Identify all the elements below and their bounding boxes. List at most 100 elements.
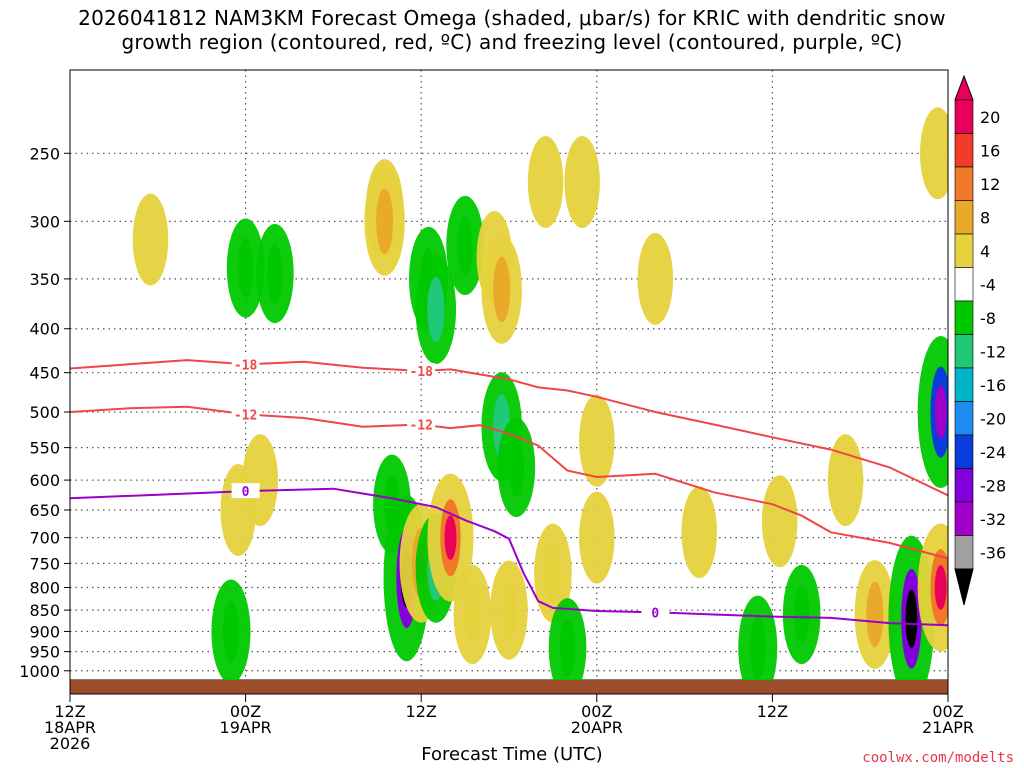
colorbar-swatch [954,99,974,134]
credit-text: coolwx.com/modelts [862,750,1014,766]
omega-cell [564,136,600,229]
colorbar-swatch [954,468,974,503]
y-tick-label: 900 [29,622,60,641]
colorbar-label: -16 [980,376,1006,395]
contour-label-bg [231,483,260,499]
colorbar-label: 16 [980,141,1000,160]
omega-cell-core [508,437,524,498]
contour-label: -18 [409,365,433,380]
x-tick-label: 00Z [230,702,261,721]
colorbar-label: -8 [980,309,996,328]
omega-cell [681,486,717,579]
colorbar-label: -4 [980,275,996,294]
colorbar-swatch [954,334,974,369]
y-tick-label: 300 [29,212,60,231]
omega-cell [920,107,948,200]
x-tick-label: 00Z [932,702,963,721]
colorbar-swatch [954,501,974,536]
omega-cell [579,394,615,487]
omega-cell [132,193,169,286]
y-tick-label: 250 [29,144,60,163]
y-tick-label: 450 [29,364,60,383]
colorbar-swatch [954,267,974,302]
x-tick-label: 00Z [581,702,612,721]
colorbar-swatch [954,367,974,402]
contour-label: 0 [242,485,250,500]
y-tick-label: 350 [29,270,60,289]
contour-label-bg [231,356,260,372]
omega-cell-peak [444,515,457,561]
x-tick-label: 12Z [406,702,437,721]
contour-label-bg [407,363,436,379]
x-tick-label: 20APR [571,718,623,737]
contour-label: -18 [234,358,258,373]
omega-cell [527,136,564,229]
omega-cell-peak [905,589,918,648]
ground-terrain [70,680,948,694]
x-tick-label: 18APR [44,718,96,737]
y-tick-label: 1000 [19,662,60,681]
chart-title-line-1: 2026041812 NAM3KM Forecast Omega (shaded… [78,6,946,30]
contour-line [70,487,948,627]
omega-cell-core [749,616,766,679]
colorbar: 20 16 12 8 4 -4 -8 -12 -16 -20 -24 -28 -32 -36 [954,74,1006,606]
x-tick-label: 19APR [220,718,272,737]
y-tick-label: 500 [29,403,60,422]
omega-cell [827,434,864,527]
colorbar-label: -28 [980,476,1006,495]
y-tick-label: 600 [29,471,60,490]
chart-title-line-2: growth region (contoured, red, ºC) and f… [121,30,903,54]
y-tick-label: 550 [29,439,60,458]
colorbar-label: -12 [980,342,1006,361]
colorbar-swatch [954,535,974,570]
omega-cell-core [376,188,394,254]
colorbar-label: -32 [980,510,1006,529]
y-axis: 250 300 350 400 450 500 550 600 650 700 750 800 850 9… [19,144,70,681]
omega-cell-core [501,580,517,640]
contour-label: -12 [409,419,432,434]
colorbar-label: 20 [980,108,1000,127]
colorbar-label: -20 [980,409,1006,428]
omega-cell-core [457,215,473,276]
x-tick-label: 2026 [50,734,91,753]
omega-cell-core [545,543,561,603]
omega-cell-peak [934,385,947,439]
colorbar-label: 8 [980,208,990,227]
omega-cell-core [464,584,481,645]
contour-label-bg [641,604,670,620]
colorbar-swatch [954,166,974,201]
colorbar-swatch [954,233,974,268]
plot-frame [69,69,949,695]
colorbar-label: -24 [980,443,1006,462]
chart-title: 2026041812 NAM3KM Forecast Omega (shaded… [0,6,1024,54]
x-axis-title: Forecast Time (UTC) [421,744,603,765]
colorbar-swatch [954,300,974,335]
omega-cell-core [222,600,240,663]
colorbar-label: 12 [980,175,1000,194]
colorbar-swatch [954,200,974,235]
contours: -18 -18 -12 -12 0 0 [70,356,948,627]
y-tick-label: 400 [29,320,60,339]
y-tick-label: 950 [29,643,60,662]
omega-cell-core [866,581,884,648]
omega-cell-core [267,243,283,304]
y-tick-label: 800 [29,578,60,597]
omega-cell [579,491,615,584]
colorbar-swatch [954,133,974,168]
x-tick-label: 12Z [54,702,85,721]
colorbar-swatch [954,401,974,436]
omega-cell-core [237,238,254,298]
x-tick-label: 12Z [757,702,788,721]
colorbar-cap-bottom [954,568,974,606]
omega-cell-core [559,617,576,678]
omega-cell [761,475,798,568]
colorbar-label: -36 [980,543,1006,562]
y-tick-label: 850 [29,601,60,620]
y-tick-label: 650 [29,501,60,520]
contour-label: 0 [651,606,659,621]
x-tick-label: 21APR [922,718,974,737]
contour-label-bg [407,416,436,432]
omega-cell-core [793,584,810,645]
